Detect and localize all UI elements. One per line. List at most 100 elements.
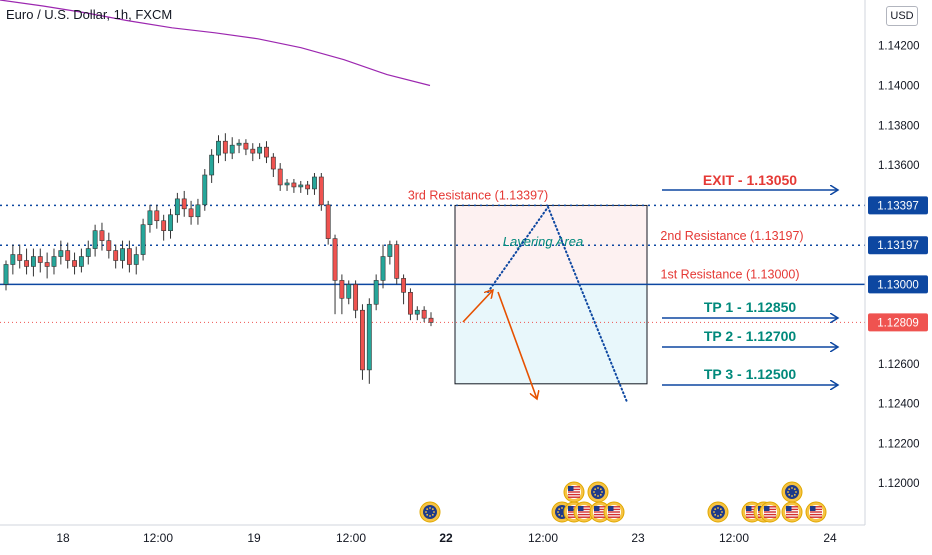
candle-body — [99, 230, 105, 241]
candle-body — [37, 256, 43, 263]
candle-body — [174, 198, 180, 216]
candle-body — [216, 140, 221, 156]
event-icon-1[interactable] — [563, 481, 585, 503]
eu-star — [714, 508, 717, 511]
us-canton — [786, 506, 792, 511]
projection-dotted-path — [487, 204, 628, 403]
event-icon-14[interactable] — [805, 501, 827, 523]
candle-body — [229, 144, 235, 154]
eu-flag-icon — [423, 505, 437, 519]
event-icon-8[interactable] — [707, 501, 729, 523]
us-canton — [746, 506, 752, 511]
candle-body — [312, 176, 317, 190]
tp-label-3: TP 3 - 1.12500 — [704, 366, 797, 382]
candle-body — [78, 256, 84, 267]
us-stripe — [608, 516, 620, 518]
exit-label: EXIT - 1.13050 — [703, 172, 797, 188]
eu-star — [787, 491, 789, 493]
us-stripe — [786, 516, 798, 518]
eu-star — [594, 493, 597, 496]
eu-star — [719, 513, 722, 516]
candle-body — [346, 284, 352, 299]
event-icon-12[interactable] — [781, 481, 803, 503]
candle-body — [318, 176, 324, 206]
eu-star — [795, 491, 797, 493]
us-canton — [608, 506, 614, 511]
candle-body — [147, 210, 153, 226]
eu-star — [597, 487, 599, 489]
us-canton — [764, 506, 770, 511]
candle-body — [209, 154, 215, 176]
eu-flag-icon — [785, 485, 799, 499]
time-tick-label: 18 — [56, 531, 70, 545]
candle-body — [44, 262, 50, 267]
us-stripe — [608, 508, 620, 511]
candle-body — [133, 254, 139, 265]
eu-star — [425, 511, 427, 513]
us-stripe — [568, 516, 580, 518]
candle-body — [202, 174, 208, 206]
candle-body — [380, 256, 386, 281]
candle-body — [17, 254, 23, 261]
us-stripe — [746, 508, 758, 511]
us-stripe — [786, 511, 798, 513]
event-icon-13[interactable] — [781, 501, 803, 523]
eu-star — [791, 487, 793, 489]
price-tick-label: 1.12200 — [878, 438, 920, 450]
candle-body — [30, 256, 36, 267]
us-stripe — [578, 508, 590, 511]
support-zone — [455, 284, 647, 384]
event-icon-11[interactable] — [759, 501, 781, 523]
candle-body — [325, 204, 331, 239]
candle-body — [421, 309, 427, 319]
price-tick-label: 1.14000 — [878, 81, 920, 93]
candle-body — [3, 264, 9, 285]
event-icon-7[interactable] — [603, 501, 625, 523]
tp-label-1: TP 1 - 1.12850 — [704, 299, 797, 315]
candle-body — [243, 142, 249, 150]
event-icon-2[interactable] — [587, 481, 609, 503]
eu-star — [426, 508, 429, 511]
candle-body — [120, 248, 125, 261]
us-stripe — [810, 513, 822, 516]
layering-area-label: Layering Area — [503, 234, 583, 249]
candle-body — [387, 244, 393, 257]
price-tick-label: 1.12400 — [878, 399, 920, 411]
us-canton — [810, 506, 816, 511]
us-stripe — [786, 513, 798, 516]
eu-star — [593, 491, 595, 493]
price-tick-label: 1.13600 — [878, 160, 920, 172]
us-stripe — [568, 493, 580, 496]
candle-body — [305, 184, 311, 190]
us-stripe — [568, 491, 580, 493]
us-stripe — [764, 506, 776, 508]
layering-box — [454, 204, 648, 385]
us-stripe — [578, 516, 590, 518]
eu-star — [561, 507, 563, 509]
us-stripe — [594, 511, 606, 513]
us-stripe — [594, 508, 606, 511]
candle-body — [24, 260, 29, 267]
price-axis-bg — [865, 0, 932, 550]
candle-body — [298, 184, 304, 188]
eu-star — [431, 508, 434, 511]
candle-body — [264, 146, 269, 158]
eu-star — [561, 515, 563, 517]
price-tick-label: 1.13800 — [878, 120, 920, 132]
eu-star — [793, 493, 796, 496]
event-icon-0[interactable] — [419, 501, 441, 523]
price-tick-label: 1.12000 — [878, 478, 920, 490]
us-stripe — [764, 511, 776, 513]
candle-body — [360, 309, 365, 371]
level-price-tag — [868, 275, 928, 294]
chart-title: Euro / U.S. Dollar, 1h, FXCM — [6, 7, 173, 22]
eu-star — [429, 515, 431, 517]
currency-button[interactable]: USD — [886, 6, 918, 26]
price-tick-label: 1.12600 — [878, 359, 920, 371]
time-tick-label: 22 — [439, 531, 453, 545]
resistance-label: 1st Resistance (1.13000) — [661, 267, 800, 281]
eu-star — [594, 488, 597, 491]
eu-flag-icon — [591, 485, 605, 499]
